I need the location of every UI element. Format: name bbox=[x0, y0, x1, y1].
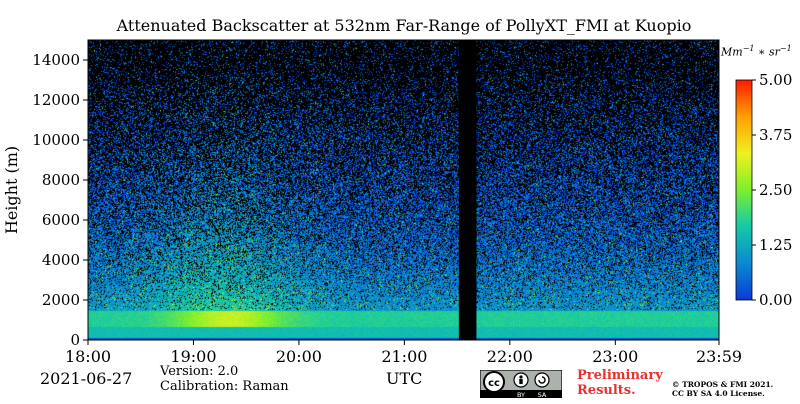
sa-icon bbox=[534, 372, 550, 388]
preliminary-text: Preliminary bbox=[577, 368, 663, 383]
results-text: Results. bbox=[577, 383, 636, 398]
sa-label: SA bbox=[538, 391, 547, 398]
y-tick-label: 4000 bbox=[42, 251, 80, 269]
y-tick-label: 6000 bbox=[42, 211, 80, 229]
y-tick-label: 0 bbox=[70, 331, 80, 349]
colorbar bbox=[735, 79, 753, 301]
colorbar-tick-label: 1.25 bbox=[759, 236, 792, 254]
preliminary-results-label: Preliminary Results. bbox=[577, 368, 663, 398]
y-axis-title: Height (m) bbox=[2, 146, 21, 234]
x-tick-label: 21:00 bbox=[381, 347, 427, 366]
colorbar-ticks: 0.00 1.25 2.50 3.75 5.00 bbox=[752, 71, 792, 309]
chart-title: Attenuated Backscatter at 532nm Far-Rang… bbox=[116, 16, 692, 35]
cc-icon bbox=[483, 371, 505, 393]
y-axis: 0 2000 4000 6000 8000 10000 12000 14000 bbox=[32, 51, 88, 349]
cc-icon-text: cc bbox=[488, 378, 500, 389]
calibration-label: Calibration: Raman bbox=[160, 379, 289, 394]
colorbar-tick-label: 5.00 bbox=[759, 71, 792, 89]
x-tick-label: 23:00 bbox=[592, 347, 638, 366]
heatmap-layer bbox=[88, 40, 719, 340]
date-label: 2021-06-27 bbox=[40, 369, 133, 388]
backscatter-heatmap bbox=[88, 40, 719, 340]
x-tick-label: 18:00 bbox=[65, 347, 111, 366]
y-tick-label: 10000 bbox=[32, 131, 80, 149]
x-axis: 18:00 19:00 20:00 21:00 22:00 23:00 23:59 bbox=[65, 340, 742, 366]
y-tick-label: 12000 bbox=[32, 91, 80, 109]
copyright-label: © TROPOS & FMI 2021. CC BY SA 4.0 Licens… bbox=[672, 380, 773, 398]
x-tick-label: 19:00 bbox=[170, 347, 216, 366]
version-label: Version: 2.0 bbox=[160, 364, 239, 379]
colorbar-tick-label: 0.00 bbox=[759, 291, 792, 309]
colorbar-tick-label: 2.50 bbox=[759, 181, 792, 199]
copyright-line-2: CC BY SA 4.0 License. bbox=[672, 389, 765, 398]
colorbar-tick-label: 3.75 bbox=[759, 126, 792, 144]
x-tick-label: 22:00 bbox=[487, 347, 533, 366]
plot-frame bbox=[87, 39, 720, 341]
colorbar-unit-label: Mm−1 ∗ sr−1 bbox=[721, 44, 792, 59]
x-tick-label: 20:00 bbox=[276, 347, 322, 366]
by-label: BY bbox=[517, 391, 525, 398]
cc-license-badge[interactable]: cc BY SA bbox=[480, 370, 562, 398]
data-gap-band bbox=[458, 40, 477, 340]
y-tick-label: 2000 bbox=[42, 291, 80, 309]
copyright-line-1: © TROPOS & FMI 2021. bbox=[672, 380, 774, 389]
y-tick-label: 14000 bbox=[32, 51, 80, 69]
x-axis-title: UTC bbox=[386, 369, 423, 388]
y-tick-label: 8000 bbox=[42, 171, 80, 189]
x-tick-label: 23:59 bbox=[696, 347, 742, 366]
